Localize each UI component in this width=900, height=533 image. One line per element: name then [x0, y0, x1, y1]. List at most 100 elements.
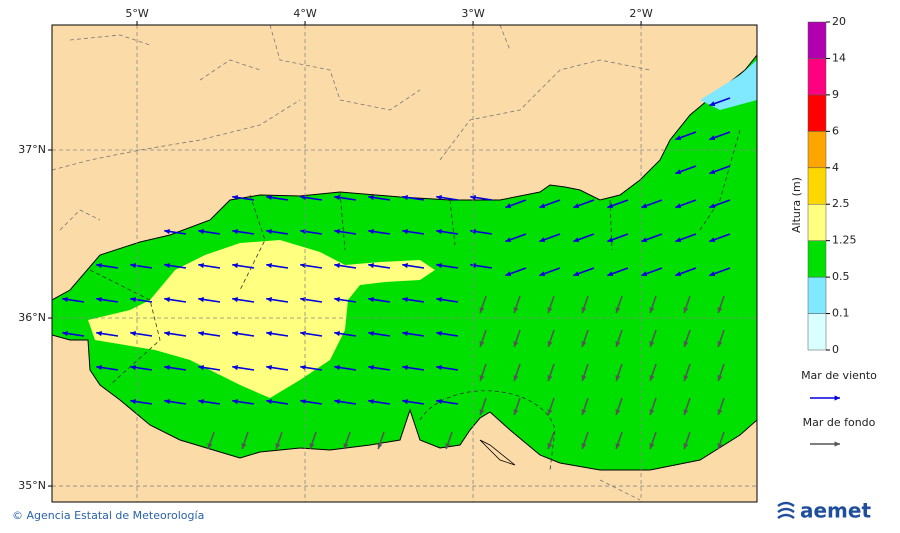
- arrow-head: [436, 296, 442, 303]
- arrow-head: [130, 364, 136, 371]
- colorbar-band: [807, 58, 827, 96]
- arrow-head: [207, 443, 213, 450]
- arrow-head: [402, 398, 408, 405]
- arrow-head: [198, 228, 204, 235]
- arrow-head: [641, 271, 648, 277]
- arrow-head: [334, 228, 340, 235]
- arrow-head: [675, 169, 682, 175]
- logo-icon: [777, 501, 795, 520]
- arrow-head: [717, 443, 723, 450]
- map: [52, 25, 757, 502]
- arrow-head: [334, 330, 340, 337]
- arrow-head: [581, 443, 587, 450]
- arrow-head: [368, 194, 374, 201]
- arrow-head: [300, 194, 306, 201]
- legend-wind-label: Mar de viento: [801, 369, 877, 382]
- arrow-head: [241, 443, 247, 450]
- arrow-head: [547, 341, 553, 348]
- arrow-head: [479, 307, 485, 314]
- arrow-head: [266, 398, 272, 405]
- arrow-head: [547, 409, 553, 416]
- arrow-head: [479, 409, 485, 416]
- arrow-head: [198, 398, 204, 405]
- arrow-head: [232, 330, 238, 337]
- colorbar-band: [807, 167, 827, 205]
- colorbar-label: 6: [832, 124, 839, 137]
- arrow-head: [96, 262, 102, 269]
- credit: © Agencia Estatal de Meteorología: [12, 509, 204, 522]
- arrow-head: [300, 330, 306, 337]
- arrow-head: [266, 262, 272, 269]
- arrow-head: [402, 262, 408, 269]
- arrow-head: [641, 237, 648, 243]
- arrow-head: [649, 341, 655, 348]
- arrow-head: [470, 194, 476, 201]
- arrow-head: [96, 330, 102, 337]
- arrow-head: [615, 443, 621, 450]
- arrow-head: [436, 194, 442, 201]
- legend-swell-label: Mar de fondo: [803, 416, 876, 429]
- arrow-head: [505, 271, 512, 277]
- colorbar-band: [807, 276, 827, 314]
- arrow-head: [334, 398, 340, 405]
- arrow-head: [62, 296, 68, 303]
- arrow-head: [368, 296, 374, 303]
- arrow-head: [649, 443, 655, 450]
- arrow-head: [573, 271, 580, 277]
- lat-label: 37°N: [18, 143, 46, 156]
- arrow-head: [607, 271, 614, 277]
- arrow-head: [573, 203, 580, 209]
- arrow-head: [547, 375, 553, 382]
- arrow-head: [615, 307, 621, 314]
- arrow-head: [198, 364, 204, 371]
- arrow-head: [232, 228, 238, 235]
- arrow-head: [266, 330, 272, 337]
- arrow-head: [436, 330, 442, 337]
- arrow-head: [615, 341, 621, 348]
- arrow-head: [130, 398, 136, 405]
- arrow-head: [402, 194, 408, 201]
- arrow-head: [436, 228, 442, 235]
- arrow-head: [402, 228, 408, 235]
- legend: Altura (m) Mar de viento Mar de fondo 0 0…: [790, 15, 877, 447]
- graticule: [52, 25, 757, 502]
- arrow-head: [675, 203, 682, 209]
- arrow-head: [164, 228, 170, 235]
- arrow-head: [505, 203, 512, 209]
- arrow-head: [717, 341, 723, 348]
- arrow-head: [232, 262, 238, 269]
- arrow-head: [649, 307, 655, 314]
- arrow-head: [581, 375, 587, 382]
- arrow-head: [232, 194, 238, 201]
- arrow-head: [607, 203, 614, 209]
- arrow-head: [539, 271, 546, 277]
- arrow-head: [368, 330, 374, 337]
- arrow-head: [717, 307, 723, 314]
- arrow-head: [649, 375, 655, 382]
- arrow-head: [436, 398, 442, 405]
- arrow-head: [445, 443, 451, 450]
- lat-label: 35°N: [18, 479, 46, 492]
- arrow-head: [198, 330, 204, 337]
- arrow-head: [513, 341, 519, 348]
- arrow-head: [334, 194, 340, 201]
- arrow-head: [834, 395, 840, 401]
- lon-label: 4°W: [293, 7, 316, 20]
- arrow-head: [675, 135, 682, 141]
- arrow-head: [649, 409, 655, 416]
- arrow-head: [709, 135, 716, 141]
- arrow-head: [130, 262, 136, 269]
- colorbar-band: [807, 21, 827, 59]
- arrow-head: [513, 409, 519, 416]
- low-wave-area: [700, 60, 757, 110]
- arrow-head: [479, 375, 485, 382]
- arrow-head: [300, 398, 306, 405]
- arrow-head: [717, 409, 723, 416]
- arrow-head: [402, 296, 408, 303]
- arrow-head: [479, 341, 485, 348]
- arrow-head: [547, 307, 553, 314]
- arrow-head: [130, 330, 136, 337]
- arrow-head: [709, 203, 716, 209]
- arrow-head: [164, 296, 170, 303]
